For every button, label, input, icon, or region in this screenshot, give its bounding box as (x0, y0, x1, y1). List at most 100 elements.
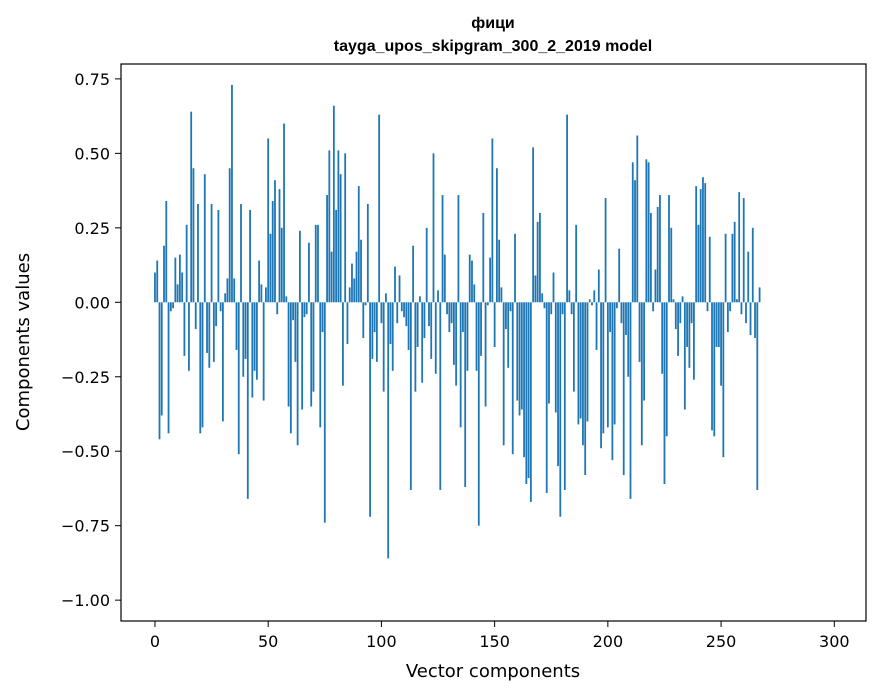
bar (382, 302, 385, 392)
bar (643, 302, 645, 401)
bar (738, 192, 741, 303)
bar (627, 302, 630, 377)
bar (398, 275, 401, 303)
bar (169, 302, 172, 312)
bar (326, 195, 328, 303)
bar (271, 201, 274, 303)
bar (697, 224, 700, 303)
bar (717, 302, 720, 347)
plot-frame (120, 63, 867, 622)
bar (400, 302, 403, 312)
bar (631, 162, 634, 303)
bar (158, 302, 161, 440)
bar (579, 302, 582, 419)
bar (246, 302, 249, 499)
bar (606, 302, 609, 428)
bar (285, 296, 288, 303)
bar (208, 302, 211, 368)
bar (203, 174, 206, 303)
bar (265, 287, 267, 303)
bar (437, 290, 439, 303)
bar (495, 168, 498, 303)
bar (758, 287, 761, 303)
bar (378, 114, 381, 303)
y-tick-label: −0.50 (61, 442, 110, 461)
bar (602, 302, 605, 434)
bar (679, 302, 682, 324)
bar (591, 302, 593, 306)
bar (319, 302, 322, 428)
bar (539, 212, 541, 303)
bar (364, 302, 367, 306)
x-axis-label: Vector components (406, 661, 580, 682)
bar (215, 302, 218, 327)
x-tick-label: 50 (258, 632, 278, 651)
bar (622, 302, 625, 476)
chart-subtitle: tayga_upos_skipgram_300_2_2019 model (334, 38, 652, 55)
bar (462, 302, 464, 333)
bar (167, 302, 170, 434)
bar (486, 302, 489, 306)
bar (611, 302, 614, 461)
bar (183, 302, 186, 356)
bar (448, 302, 451, 333)
bar (477, 302, 480, 526)
bar (561, 302, 564, 315)
bar (221, 302, 224, 422)
x-tick-label: 0 (150, 632, 160, 651)
bar (450, 302, 453, 324)
bar (686, 302, 689, 347)
bar (217, 209, 220, 303)
bar (693, 302, 695, 380)
bar (466, 302, 469, 371)
bar (706, 302, 709, 312)
bar (654, 269, 657, 303)
bar (471, 260, 473, 303)
bar (439, 302, 442, 490)
bar (609, 302, 612, 333)
bar (357, 186, 360, 303)
bar (543, 302, 546, 309)
bar (355, 251, 358, 303)
bar (729, 302, 732, 312)
bar (416, 302, 419, 347)
bar (258, 260, 261, 303)
bar (396, 302, 399, 324)
bar (432, 153, 435, 303)
bar (210, 203, 213, 303)
bar (491, 138, 494, 303)
bar (310, 302, 313, 407)
bar (715, 302, 718, 347)
bar (226, 278, 229, 303)
bar (629, 302, 632, 499)
bar (473, 284, 476, 303)
bar (228, 168, 231, 303)
bar (500, 287, 503, 303)
bar (249, 209, 251, 303)
bar (441, 195, 444, 303)
bar (572, 302, 575, 392)
bar (330, 251, 333, 303)
bar (634, 180, 636, 303)
bar (695, 186, 698, 303)
bar (185, 224, 188, 303)
bar (720, 302, 722, 386)
bar (423, 302, 426, 339)
y-tick-label: 0.25 (74, 219, 110, 238)
bar (559, 302, 562, 517)
bar (518, 302, 521, 416)
bar (194, 302, 197, 330)
bar (711, 302, 713, 431)
bar (419, 296, 421, 303)
x-tick-label: 100 (366, 632, 397, 651)
bar (659, 195, 661, 303)
bar (582, 302, 584, 446)
bar (192, 168, 195, 303)
bar (708, 236, 711, 303)
bar (154, 272, 156, 303)
bar (751, 227, 754, 303)
bar (405, 302, 408, 327)
bar (505, 302, 507, 330)
bar (276, 302, 279, 315)
